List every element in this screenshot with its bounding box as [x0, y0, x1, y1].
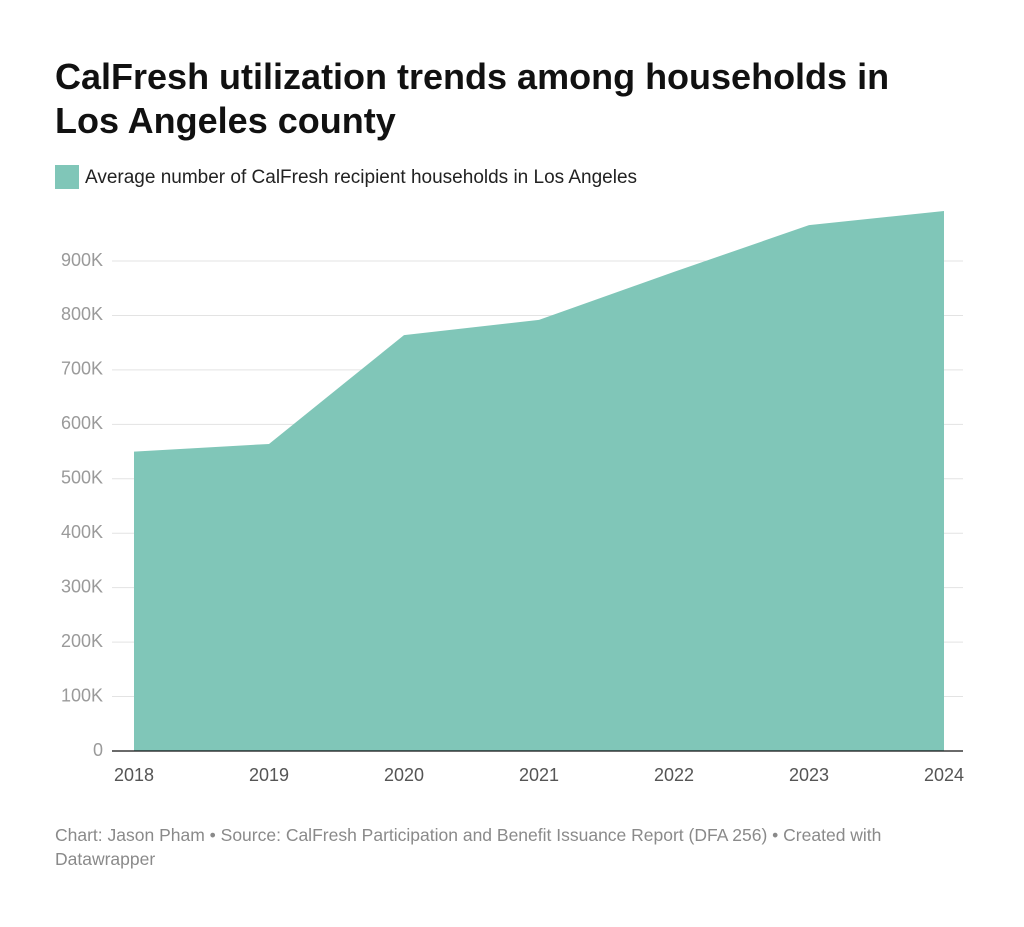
area	[134, 210, 944, 751]
x-tick-label: 2022	[654, 765, 694, 785]
legend-swatch	[55, 165, 79, 189]
y-tick-label: 300K	[61, 576, 103, 596]
y-tick-label: 600K	[61, 413, 103, 433]
legend-label: Average number of CalFresh recipient hou…	[85, 167, 637, 188]
x-tick-label: 2024	[924, 765, 964, 785]
y-tick-label: 700K	[61, 359, 103, 379]
y-tick-label: 500K	[61, 468, 103, 488]
chart-title: CalFresh utilization trends among househ…	[55, 56, 890, 141]
chart: Average number of CalFresh recipient hou…	[55, 165, 964, 785]
x-tick-label: 2020	[384, 765, 424, 785]
footer: Chart: Jason Pham • Source: CalFresh Par…	[55, 825, 882, 869]
x-tick-label: 2021	[519, 765, 559, 785]
x-tick-label: 2023	[789, 765, 829, 785]
y-tick-label: 400K	[61, 522, 103, 542]
y-tick-label: 900K	[61, 250, 103, 270]
x-tick-label: 2018	[114, 765, 154, 785]
y-tick-label: 800K	[61, 304, 103, 324]
y-tick-label: 100K	[61, 685, 103, 705]
x-tick-label: 2019	[249, 765, 289, 785]
y-tick-label: 200K	[61, 631, 103, 651]
y-tick-label: 0	[93, 740, 103, 760]
